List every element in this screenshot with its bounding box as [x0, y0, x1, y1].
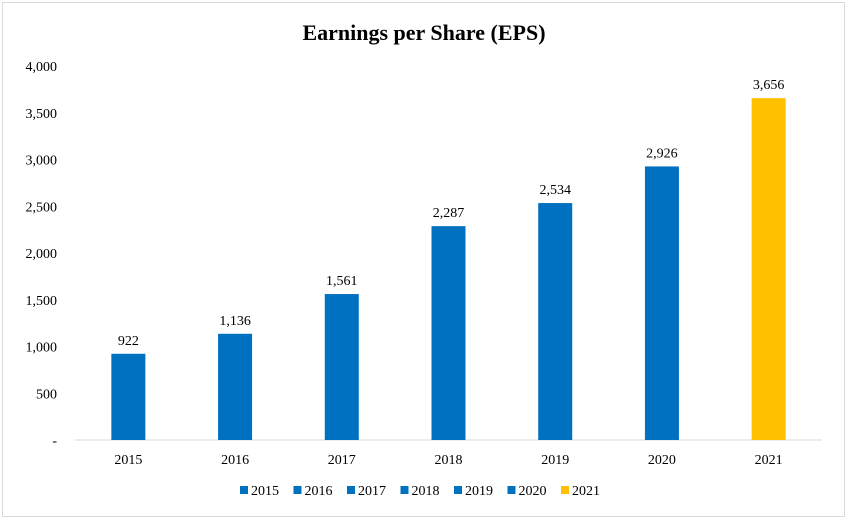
legend-swatch-2017 [347, 486, 355, 494]
legend-label-2016: 2016 [305, 484, 333, 499]
y-tick-label: 2,500 [26, 200, 58, 215]
legend-label-2015: 2015 [251, 484, 279, 499]
legend: 2015 2016 2017 2018 2019 2020 2021 [240, 484, 600, 499]
legend-swatch-2020 [507, 486, 516, 494]
legend-swatch-2015 [240, 486, 248, 494]
y-tick-label: 500 [36, 387, 57, 402]
legend-label-2020: 2020 [519, 484, 547, 499]
legend-swatch-2021 [561, 486, 569, 494]
legend-label-2021: 2021 [572, 484, 600, 499]
plot-area: - 500 1,000 1,500 2,000 2,500 3,000 3,500 4,000 9… [26, 60, 822, 468]
data-label-2015: 922 [118, 334, 139, 349]
y-tick-label: 1,000 [26, 341, 58, 356]
legend-swatch-2019 [454, 486, 462, 494]
data-label-2021: 3,656 [753, 78, 785, 93]
chart-title: Earnings per Share (EPS) [302, 20, 545, 45]
bar-2021 [751, 98, 786, 440]
y-tick-label: - [52, 434, 57, 449]
bar-2017 [324, 294, 359, 440]
data-label-2019: 2,534 [539, 183, 571, 198]
bar-2019 [538, 203, 573, 440]
x-tick-label: 2019 [541, 453, 569, 468]
bar-2020 [644, 166, 679, 440]
y-tick-label: 3,500 [26, 107, 58, 122]
y-tick-label: 2,000 [26, 247, 58, 262]
x-tick-label: 2016 [221, 453, 249, 468]
y-tick-label: 1,500 [26, 294, 58, 309]
legend-label-2017: 2017 [358, 484, 386, 499]
bar-2016 [218, 333, 253, 440]
bar-2015 [111, 353, 146, 440]
legend-swatch-2018 [400, 486, 409, 494]
data-label-2020: 2,926 [646, 146, 678, 161]
x-tick-label: 2015 [114, 453, 142, 468]
x-tick-label: 2021 [755, 453, 783, 468]
y-tick-label: 4,000 [26, 60, 58, 75]
x-tick-label: 2020 [648, 453, 676, 468]
legend-label-2019: 2019 [465, 484, 493, 499]
data-label-2018: 2,287 [433, 206, 465, 221]
legend-swatch-2016 [293, 486, 302, 494]
data-label-2016: 1,136 [219, 314, 251, 329]
bar-2018 [431, 226, 466, 440]
y-tick-label: 3,000 [26, 154, 58, 169]
legend-label-2018: 2018 [412, 484, 440, 499]
x-tick-label: 2017 [328, 453, 356, 468]
data-label-2017: 1,561 [326, 274, 358, 289]
x-tick-label: 2018 [435, 453, 463, 468]
